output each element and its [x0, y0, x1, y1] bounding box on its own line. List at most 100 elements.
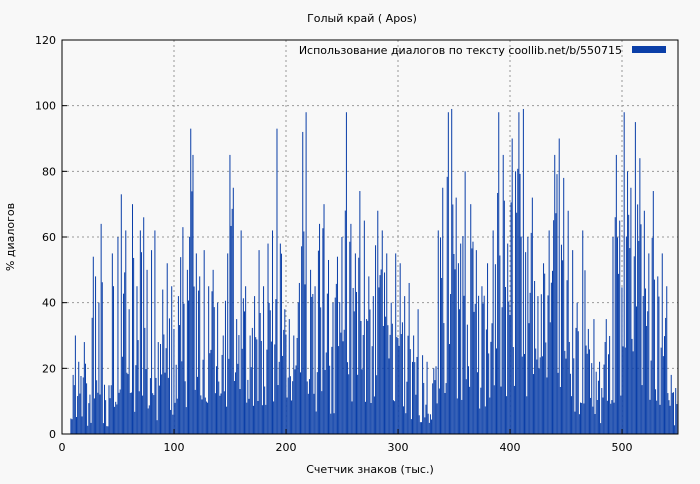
- bar: [660, 347, 662, 434]
- bar: [214, 393, 216, 434]
- bar: [602, 397, 604, 434]
- bar: [295, 365, 297, 434]
- bar: [567, 210, 569, 434]
- bar: [556, 174, 558, 434]
- y-tick-label: 100: [35, 100, 56, 113]
- bar: [641, 385, 643, 434]
- bar: [282, 355, 284, 434]
- bar: [510, 202, 512, 434]
- bar: [88, 403, 90, 434]
- bar: [406, 381, 408, 434]
- bar: [675, 388, 677, 434]
- bar: [280, 253, 282, 434]
- bar: [354, 253, 356, 434]
- bar: [109, 398, 111, 434]
- bar: [258, 250, 260, 434]
- bar: [631, 338, 633, 434]
- bar: [194, 389, 196, 434]
- bar: [293, 335, 295, 434]
- bar: [228, 358, 230, 434]
- bar: [565, 358, 567, 434]
- bar: [121, 356, 123, 434]
- bar: [642, 296, 644, 434]
- bar: [390, 302, 392, 434]
- bar: [531, 197, 533, 434]
- bar: [622, 346, 624, 434]
- bar: [287, 377, 289, 434]
- bar: [376, 375, 378, 434]
- bar: [340, 332, 342, 434]
- bar: [252, 405, 254, 434]
- bar: [404, 296, 406, 434]
- bar: [323, 204, 325, 434]
- bar: [618, 273, 620, 434]
- bar: [455, 197, 457, 434]
- bar: [427, 413, 429, 434]
- bar: [624, 347, 626, 434]
- bar: [283, 329, 285, 434]
- bar: [257, 400, 259, 434]
- bar: [89, 394, 91, 434]
- bar: [656, 400, 658, 434]
- bar: [267, 243, 269, 434]
- bar: [82, 377, 84, 434]
- bar: [268, 302, 270, 434]
- bar: [490, 341, 492, 434]
- bar: [79, 393, 81, 434]
- bar: [541, 356, 543, 434]
- bar: [278, 361, 280, 434]
- bar: [620, 395, 622, 434]
- bar: [132, 204, 134, 434]
- bar: [469, 386, 471, 434]
- bar: [366, 319, 368, 434]
- bar: [394, 401, 396, 434]
- bar: [494, 264, 496, 434]
- bar: [444, 392, 446, 434]
- bar: [553, 220, 555, 434]
- bar: [517, 168, 519, 434]
- bar: [474, 303, 476, 434]
- bar: [636, 306, 638, 434]
- x-axis-ticks: 0 100 200 300 400 500: [59, 429, 633, 454]
- bar: [601, 388, 603, 434]
- bar: [463, 295, 465, 434]
- bar: [77, 396, 79, 434]
- bar: [461, 399, 463, 434]
- bar: [440, 237, 442, 434]
- bar: [232, 187, 234, 434]
- bar: [227, 253, 229, 434]
- bar: [524, 353, 526, 434]
- bar: [662, 356, 664, 434]
- bar: [532, 374, 534, 434]
- bar: [454, 269, 456, 434]
- bar: [499, 255, 501, 434]
- bar: [284, 309, 286, 434]
- bar: [126, 372, 128, 434]
- bar: [93, 398, 95, 434]
- bar: [146, 269, 148, 434]
- bar: [72, 374, 74, 434]
- bar: [576, 302, 578, 434]
- bar: [653, 279, 655, 434]
- bar: [184, 381, 186, 434]
- bar: [316, 372, 318, 434]
- bar: [568, 341, 570, 434]
- bar: [248, 398, 250, 434]
- bar: [331, 346, 333, 434]
- bar: [644, 288, 646, 434]
- bar: [562, 260, 564, 434]
- bar: [384, 272, 386, 434]
- bar: [529, 292, 531, 434]
- bar: [388, 358, 390, 434]
- bar: [245, 286, 247, 434]
- bar: [102, 423, 104, 434]
- bar: [137, 340, 139, 434]
- bar: [368, 276, 370, 434]
- bar: [629, 248, 631, 434]
- bar: [319, 223, 321, 434]
- bar: [615, 154, 617, 434]
- bar: [609, 335, 611, 434]
- bar: [140, 252, 142, 434]
- bar: [304, 284, 306, 434]
